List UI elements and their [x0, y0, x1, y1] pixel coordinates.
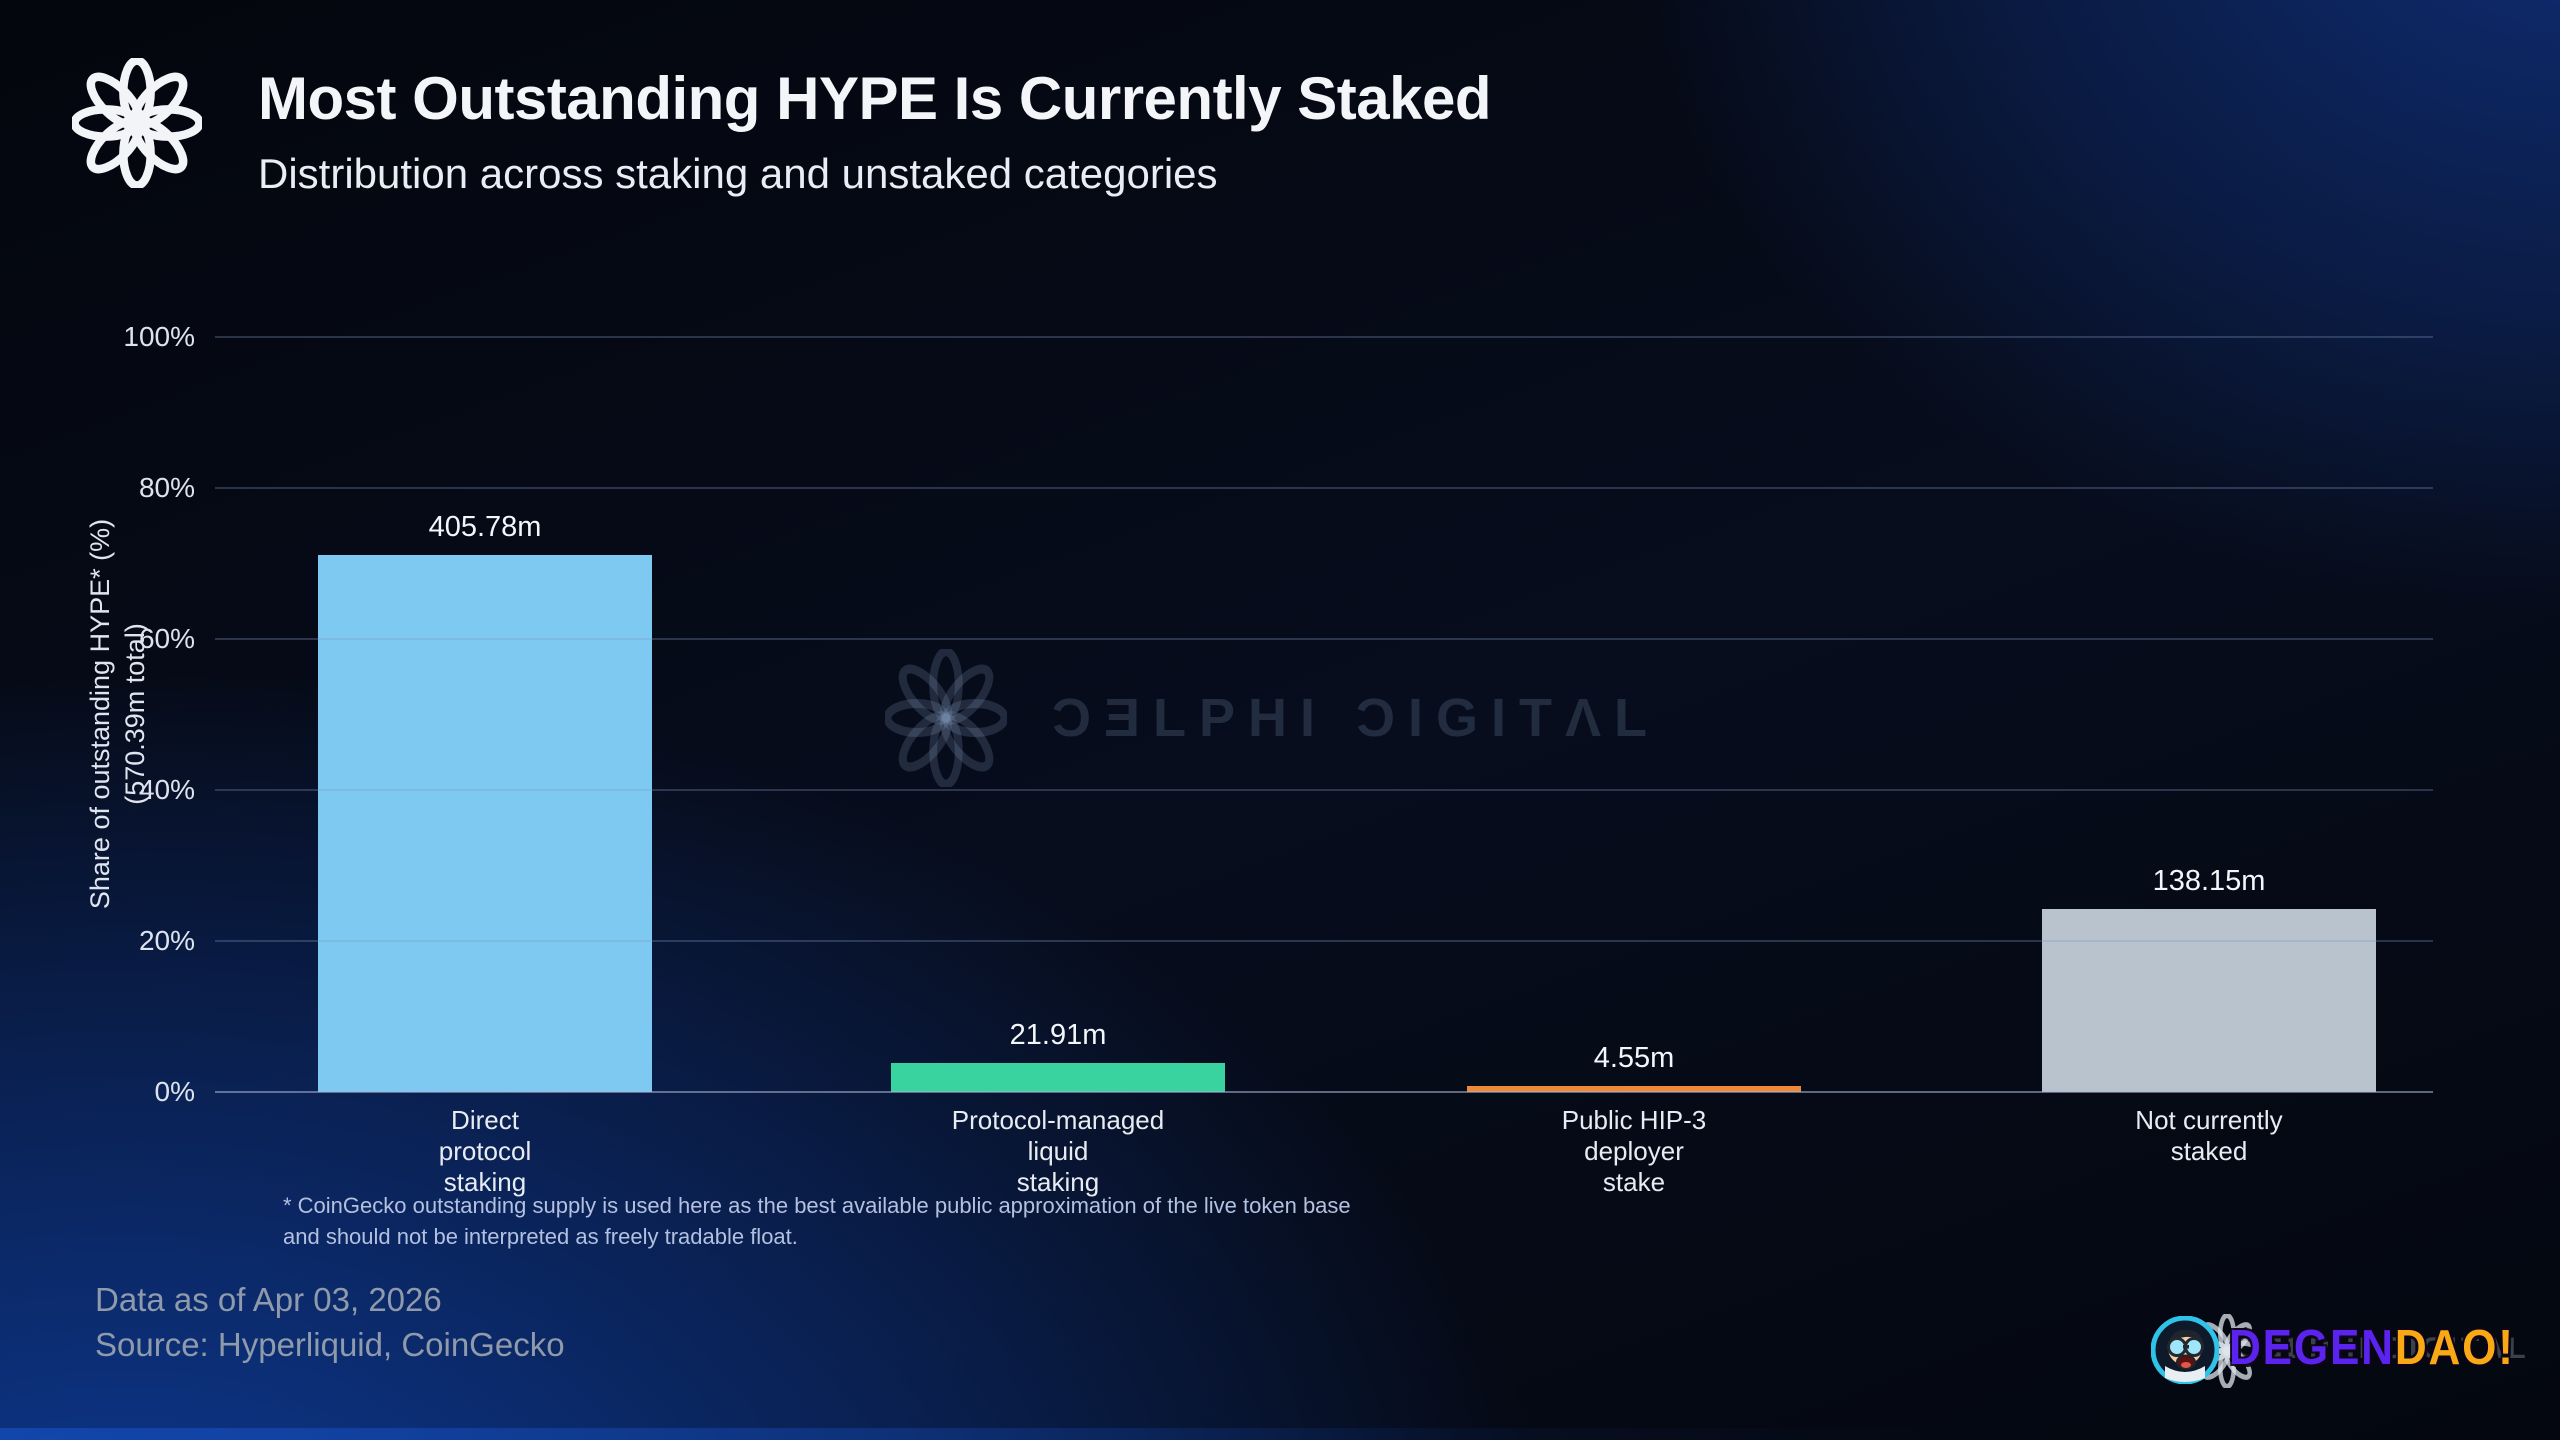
bar-group-protocol-managed-liquid-staking: 21.91m [891, 1019, 1225, 1092]
dao-text: DAO! [2394, 1321, 2515, 1375]
gridline [215, 638, 2433, 640]
x-tick-label: Direct protocol staking [438, 1105, 532, 1197]
delphi-watermark-knot-icon [885, 649, 1007, 787]
bar-group-not-currently-staked: 138.15m [2042, 865, 2376, 1092]
y-tick-label: 100% [123, 321, 195, 352]
gridline [215, 940, 2433, 942]
page-title: Most Outstanding HYPE Is Currently Stake… [258, 65, 1492, 132]
data-as-of-text: Data as of Apr 03, 2026 [95, 1281, 442, 1318]
gridline [215, 336, 2433, 338]
x-axis-labels: Direct protocol staking Protocol-managed… [215, 1105, 2433, 1215]
gridline [215, 789, 2433, 791]
bar-value-label: 138.15m [2152, 865, 2266, 897]
x-axis-line [215, 1091, 2433, 1093]
bar-direct-protocol-staking [318, 555, 652, 1092]
x-tick-label: Public HIP-3 deployer stake [1561, 1105, 1707, 1197]
y-axis-title: Share of outstanding HYPE* (%) (570.39m … [85, 518, 150, 910]
bar-group-direct-protocol-staking: 405.78m [318, 511, 652, 1092]
y-tick-label: 80% [138, 472, 195, 503]
delphi-watermark: ƆƎLPHI ƆIGITΛL [885, 648, 1660, 788]
gridline [215, 487, 2433, 489]
bar-not-currently-staked [2042, 909, 2376, 1092]
bar-group-public-hip3-deployer-stake: 4.55m [1467, 1042, 1801, 1092]
plot-area: 405.78m 21.91m 4.55m 138.15m 100% 80% 60% 4… [123, 321, 2433, 1107]
delphi-watermark-wordmark: ƆƎLPHI ƆIGITΛL [1052, 688, 1661, 748]
degendao-avatar [2151, 1316, 2219, 1384]
delphi-digital-logo-icon [72, 58, 202, 188]
y-tick-label: 40% [138, 774, 195, 805]
source-block: Data as of Apr 03, 2026 Source: Hyperliq… [95, 1277, 565, 1367]
degendao-wordmark: DEGENDAO! [2229, 1320, 2515, 1376]
bar-value-label: 21.91m [1009, 1019, 1107, 1051]
y-tick-label: 20% [138, 925, 195, 956]
x-tick-label: Protocol-managed liquid staking [951, 1105, 1165, 1197]
bar-value-label: 405.78m [428, 511, 542, 543]
chart-footnote: * CoinGecko outstanding supply is used h… [283, 1193, 1351, 1249]
y-tick-label: 0% [154, 1076, 195, 1107]
source-text: Source: Hyperliquid, CoinGecko [95, 1326, 565, 1363]
bar-value-label: 4.55m [1593, 1042, 1675, 1074]
y-tick-label: 60% [138, 623, 195, 654]
bottom-glow-strip [0, 1428, 1950, 1440]
page-subtitle: Distribution across staking and unstaked… [258, 150, 1218, 197]
bar-protocol-managed-liquid-staking [891, 1063, 1225, 1092]
bar-public-hip3-deployer-stake [1467, 1086, 1801, 1092]
delphi-ghost-wordmark: ƆƎLPHI ƆIGITΛL [2237, 1332, 2530, 1365]
degendao-sticker: ƆƎLPHI ƆIGITΛL DEGENDAO! [2145, 1296, 2545, 1416]
degen-text: DEGEN [2229, 1321, 2395, 1375]
x-tick-label: Not currently staked [2135, 1105, 2283, 1166]
